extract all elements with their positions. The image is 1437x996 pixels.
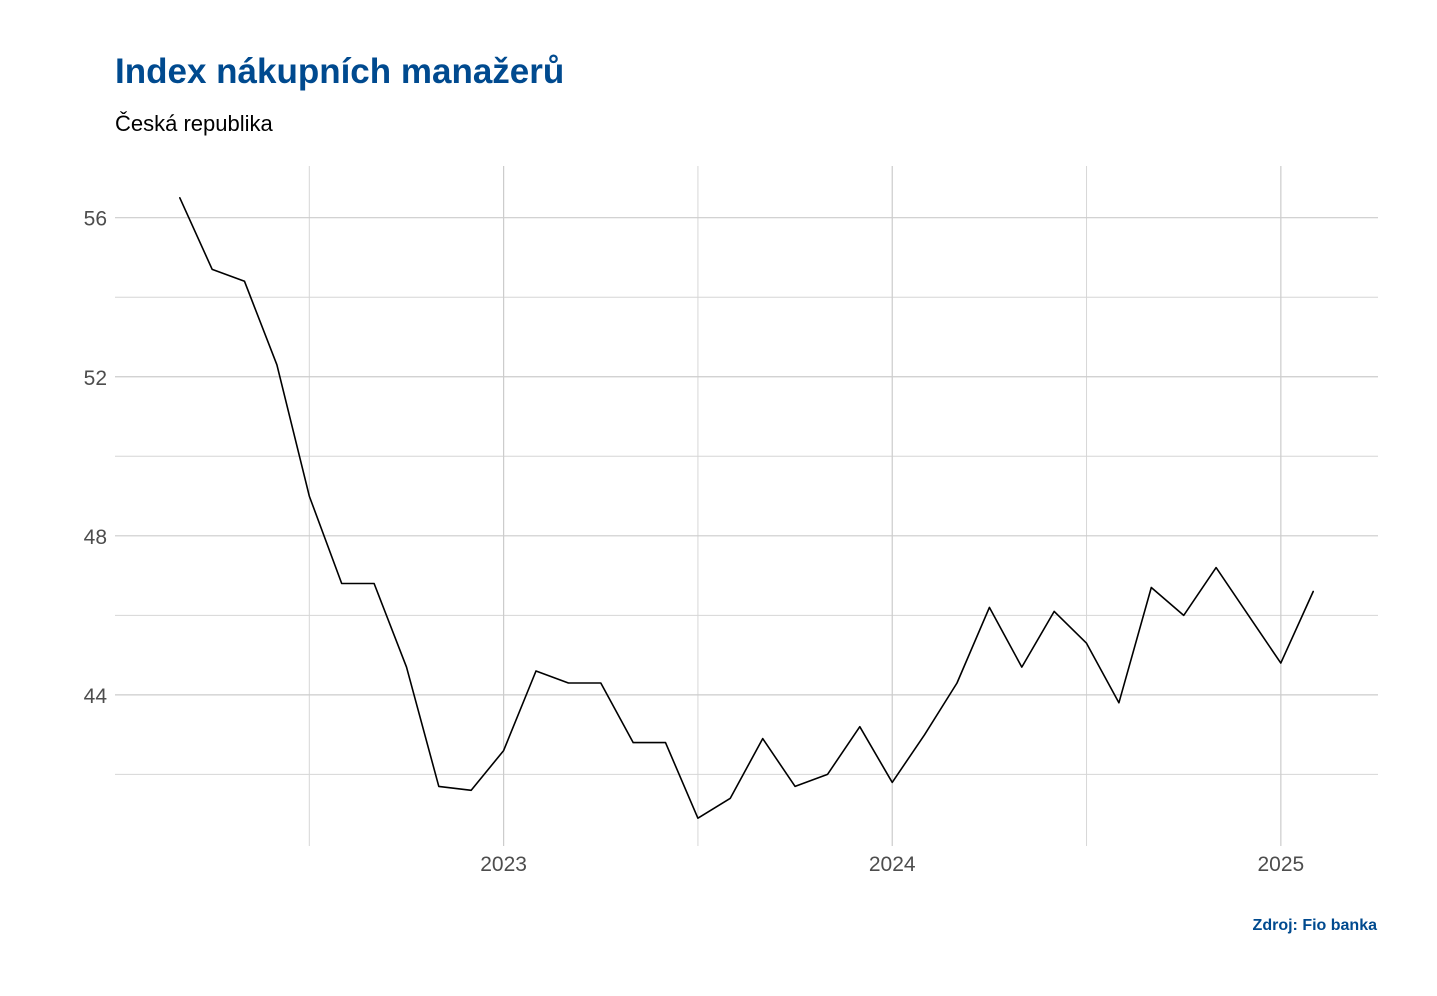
series-line	[179, 197, 1314, 820]
y-tick-label: 56	[84, 208, 107, 231]
y-tick-label: 48	[84, 526, 107, 549]
minor-gridlines	[115, 166, 1378, 846]
x-tick-label: 2023	[480, 853, 527, 876]
major-gridlines	[115, 166, 1378, 846]
chart-title: Index nákupních manažerů	[115, 52, 565, 91]
source-caption: Zdroj: Fio banka	[1252, 917, 1377, 934]
x-axis: 2023 2024 2025	[480, 853, 1304, 876]
x-tick-label: 2024	[869, 853, 916, 876]
y-tick-label: 52	[84, 367, 107, 390]
chart-subtitle: Česká republika	[115, 111, 273, 136]
series-layer	[179, 197, 1314, 820]
x-tick-label: 2025	[1257, 853, 1304, 876]
y-axis: 44 48 52 56	[84, 208, 108, 708]
y-tick-label: 44	[84, 685, 108, 708]
